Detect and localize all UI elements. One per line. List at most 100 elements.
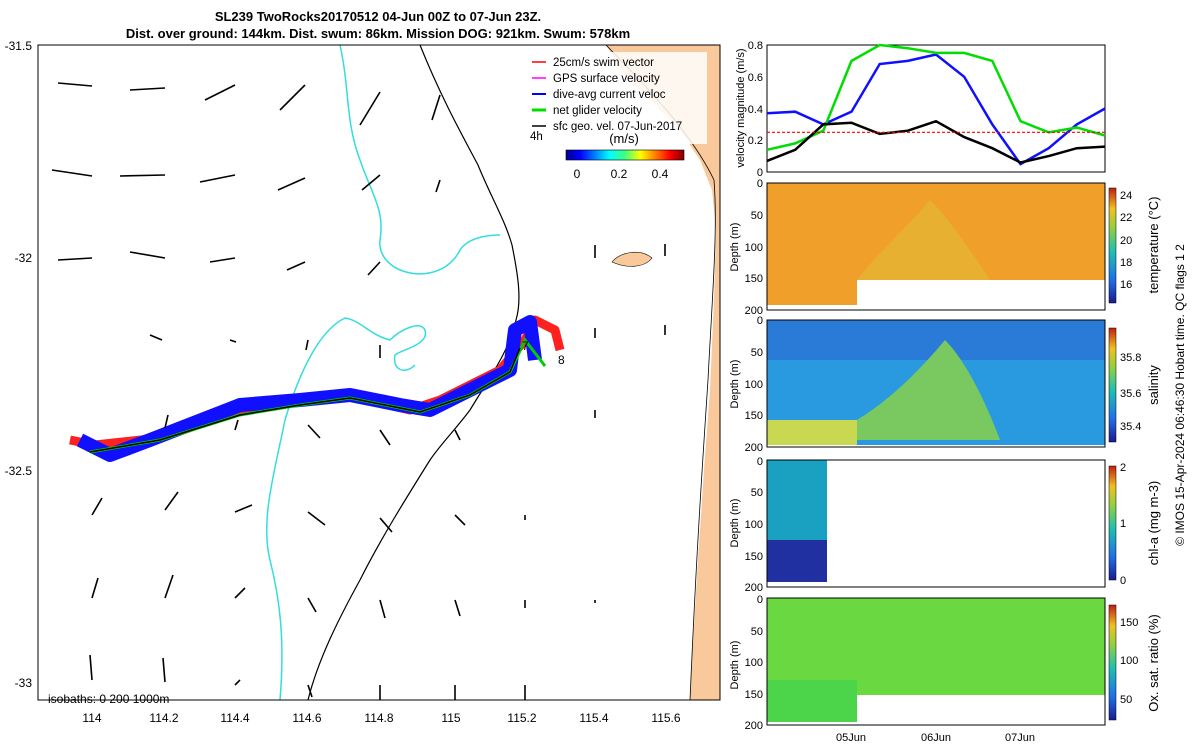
temperature-ytick: 150	[745, 273, 763, 285]
chla-ytick: 200	[745, 582, 763, 594]
legend-gps: GPS surface velocity	[553, 73, 660, 85]
temperature-uplift	[857, 200, 990, 280]
map-ytick: -31.5	[5, 39, 33, 53]
velocity-series-line-2	[766, 119, 1106, 164]
colorbar-tick-2: 0.4	[652, 167, 669, 181]
chla-cbar-tick: 1	[1120, 518, 1126, 530]
oxygen-xtick: 05Jun	[836, 732, 866, 744]
track-label-8: 8	[558, 353, 565, 367]
oxygen-ytick: 100	[745, 657, 763, 669]
map-xtick: 114.4	[220, 711, 249, 725]
scale-label: 4h	[530, 131, 543, 143]
map-ytick: -32	[15, 251, 33, 265]
legend-sfc: sfc geo. vel. 07-Jun-2017	[553, 121, 682, 133]
oxygen-cbar-tick: 50	[1120, 694, 1132, 706]
island	[611, 251, 653, 267]
map-xtick: 114.2	[149, 711, 178, 725]
map-title-line2: Dist. over ground: 144km. Dist. swum: 86…	[126, 26, 630, 41]
salinity-cbar-tick: 35.4	[1120, 421, 1141, 433]
velocity-colorbar	[565, 149, 685, 161]
temperature-ytick: 0	[757, 178, 763, 190]
temperature-ylabel: Depth (m)	[729, 223, 741, 272]
chla-ytick: 150	[745, 551, 763, 563]
chla-ytick: 0	[757, 456, 763, 468]
glider-track-line	[89, 347, 521, 453]
temperature-colorbar	[1108, 187, 1117, 304]
chla-ytick: 100	[745, 519, 763, 531]
temperature-cbar-tick: 20	[1120, 235, 1132, 247]
colorbar-title: (m/s)	[609, 131, 639, 146]
isobath-0m	[265, 44, 501, 701]
land	[606, 45, 720, 700]
map-xtick: 115.4	[579, 711, 608, 725]
oxygen-ytick: 0	[757, 594, 763, 606]
salinity-ytick: 100	[745, 379, 763, 391]
current-vector-band	[76, 315, 542, 462]
footer-credit: © IMOS 15-Apr-2024 06:46:30 Hobart time.…	[1173, 244, 1187, 546]
temperature-panel: Depth (m) 0 50 100 150 200 24 22 20 18 1…	[729, 178, 1161, 317]
map-xtick: 115.6	[651, 711, 680, 725]
velocity-ytick: 0.2	[748, 135, 763, 147]
velocity-frame	[766, 44, 1106, 173]
map-x-axis: 114 114.2 114.4 114.6 114.8 115 115.2 11…	[82, 711, 680, 725]
map-xtick: 115	[441, 711, 460, 725]
map-xtick: 115.2	[507, 711, 536, 725]
velocity-ytick: 0	[757, 167, 763, 179]
velocity-series	[766, 43, 1106, 166]
map-xtick: 114.8	[364, 711, 393, 725]
temperature-cbar-tick: 22	[1120, 212, 1132, 224]
oxygen-cbar-tick: 100	[1120, 655, 1138, 667]
map-xtick: 114	[82, 711, 101, 725]
map-panel: SL239 TwoRocks20170512 04-Jun 00Z to 07-…	[5, 9, 721, 725]
map-ytick: -33	[15, 676, 33, 690]
legend-net: net glider velocity	[553, 105, 642, 117]
salinity-cbar-label: salinity	[1146, 365, 1161, 405]
oxygen-cbar-tick: 150	[1120, 617, 1138, 629]
salinity-ytick: 200	[745, 442, 763, 454]
oxygen-xtick: 06Jun	[921, 732, 951, 744]
map-legend: 25cm/s swim vector GPS surface velocity …	[527, 52, 707, 144]
oxygen-ytick: 200	[745, 720, 763, 732]
map-frame	[37, 44, 721, 701]
chla-cbar-tick: 2	[1120, 462, 1126, 474]
temperature-ytick: 100	[745, 242, 763, 254]
oxygen-colorbar	[1108, 604, 1117, 721]
map-ytick: -32.5	[5, 464, 33, 478]
velocity-panel: velocity magnitude (m/s) 0.8 0.6 0.4 0.2…	[735, 40, 1106, 179]
salinity-ytick: 150	[745, 410, 763, 422]
legend-current: dive-avg current veloc	[553, 89, 666, 101]
chla-panel: Depth (m) 0 50 100 150 200 2 1 0 chl-a (…	[729, 456, 1161, 594]
track-label-7: 7	[522, 339, 529, 353]
oxygen-cbar-label: Ox. sat. ratio (%)	[1146, 614, 1161, 712]
salinity-ytick: 0	[757, 315, 763, 327]
velocity-ytick: 0.8	[748, 40, 763, 52]
salinity-cbar-tick: 35.8	[1120, 352, 1141, 364]
chla-ylabel: Depth (m)	[729, 499, 741, 548]
salinity-uplift	[857, 340, 1000, 440]
map-xtick: 114.6	[292, 711, 321, 725]
chla-ytick: 50	[751, 487, 763, 499]
chla-colorbar	[1108, 465, 1117, 581]
isobath-label: isobaths: 0 200 1000m	[48, 692, 169, 706]
velocity-ytick: 0.6	[748, 72, 763, 84]
salinity-panel: Depth (m) 0 50 100 150 200 35.8 35.6 35.…	[729, 315, 1161, 454]
chla-cbar-label: chl-a (mg m-3)	[1146, 481, 1161, 566]
legend-swim: 25cm/s swim vector	[553, 57, 654, 69]
temperature-cbar-tick: 18	[1120, 257, 1132, 269]
oxygen-panel: Depth (m) 0 50 100 150 200 05Jun 06Jun 0…	[729, 594, 1161, 744]
salinity-ylabel: Depth (m)	[729, 360, 741, 409]
chla-cbar-tick: 0	[1120, 575, 1126, 587]
oxygen-ytick: 50	[751, 626, 763, 638]
map-title-line1: SL239 TwoRocks20170512 04-Jun 00Z to 07-…	[215, 9, 541, 24]
salinity-ytick: 50	[751, 347, 763, 359]
colorbar-tick-0: 0	[574, 167, 581, 181]
salinity-cbar-tick: 35.6	[1120, 388, 1141, 400]
oxygen-ylabel: Depth (m)	[729, 641, 741, 690]
velocity-ytick: 0.4	[748, 104, 763, 116]
salinity-colorbar	[1108, 327, 1117, 443]
oxygen-xtick: 07Jun	[1005, 732, 1035, 744]
velocity-ylabel: velocity magnitude (m/s)	[735, 48, 747, 167]
temperature-cbar-tick: 24	[1120, 190, 1132, 202]
map-y-axis: -31.5 -32 -32.5 -33	[5, 39, 33, 690]
